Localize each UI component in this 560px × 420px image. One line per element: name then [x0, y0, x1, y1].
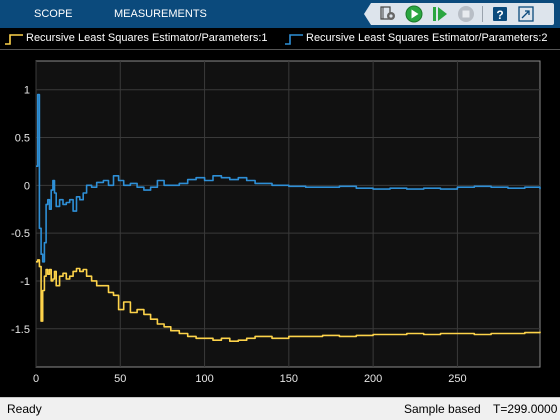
- tab-scope[interactable]: SCOPE: [34, 8, 73, 20]
- legend-line-icon: [5, 34, 23, 45]
- series-line-parameters-1: [36, 259, 541, 342]
- run-button[interactable]: [404, 4, 424, 24]
- series-line-parameters-2: [36, 93, 541, 263]
- sample-mode-text: Sample based: [404, 402, 481, 416]
- x-tick-label: 200: [364, 373, 382, 385]
- stop-button[interactable]: [456, 4, 476, 24]
- x-tick-label: 100: [195, 373, 213, 385]
- expand-button[interactable]: [516, 4, 536, 24]
- x-tick-label: 0: [33, 373, 39, 385]
- y-tick-label: -1.5: [11, 324, 30, 336]
- x-tick-label: 250: [448, 373, 466, 385]
- x-tick-label: 150: [280, 373, 298, 385]
- qa-separator: [482, 6, 483, 22]
- y-tick-label: 1: [24, 85, 30, 97]
- simulation-time-text: T=299.0000: [493, 402, 558, 416]
- quick-access-bar: ?: [364, 3, 554, 25]
- y-tick-label: -0.5: [11, 228, 30, 240]
- axes-box: [35, 60, 541, 368]
- legend-divider: [0, 49, 560, 50]
- step-forward-icon: [433, 7, 447, 21]
- legend-item-parameters-2[interactable]: Recursive Least Squares Estimator/Parame…: [284, 30, 556, 48]
- status-text: Ready: [7, 402, 42, 416]
- x-tick-label: 50: [114, 373, 126, 385]
- y-tick-label: 0: [24, 180, 30, 192]
- run-icon: [405, 5, 423, 23]
- help-button[interactable]: ?: [490, 4, 510, 24]
- plot-area: 0 50 100 150 200 250 1 0.5 0 -0.5 -1 -1.5: [11, 60, 541, 385]
- help-icon: ?: [493, 7, 507, 22]
- tab-measurements[interactable]: MEASUREMENTS: [114, 8, 207, 20]
- legend-label: Recursive Least Squares Estimator/Parame…: [26, 32, 268, 44]
- settings-icon: [380, 6, 395, 20]
- status-bar: Ready Sample based T=299.0000: [0, 397, 560, 420]
- svg-text:?: ?: [496, 8, 503, 22]
- expand-icon: [518, 6, 534, 22]
- legend: Recursive Least Squares Estimator/Parame…: [0, 28, 560, 50]
- step-forward-button[interactable]: [430, 4, 450, 24]
- legend-item-parameters-1[interactable]: Recursive Least Squares Estimator/Parame…: [4, 30, 274, 48]
- toolstrip: SCOPE MEASUREMENTS: [0, 0, 560, 28]
- legend-label: Recursive Least Squares Estimator/Parame…: [306, 32, 548, 44]
- y-tick-label: -1: [20, 276, 30, 288]
- legend-line-icon: [285, 34, 303, 45]
- stop-icon: [458, 6, 474, 22]
- y-tick-label: 0.5: [15, 133, 30, 145]
- scope-plot[interactable]: 0 50 100 150 200 250 1 0.5 0 -0.5 -1 -1.5: [0, 50, 560, 397]
- undock-settings-button[interactable]: [378, 4, 398, 24]
